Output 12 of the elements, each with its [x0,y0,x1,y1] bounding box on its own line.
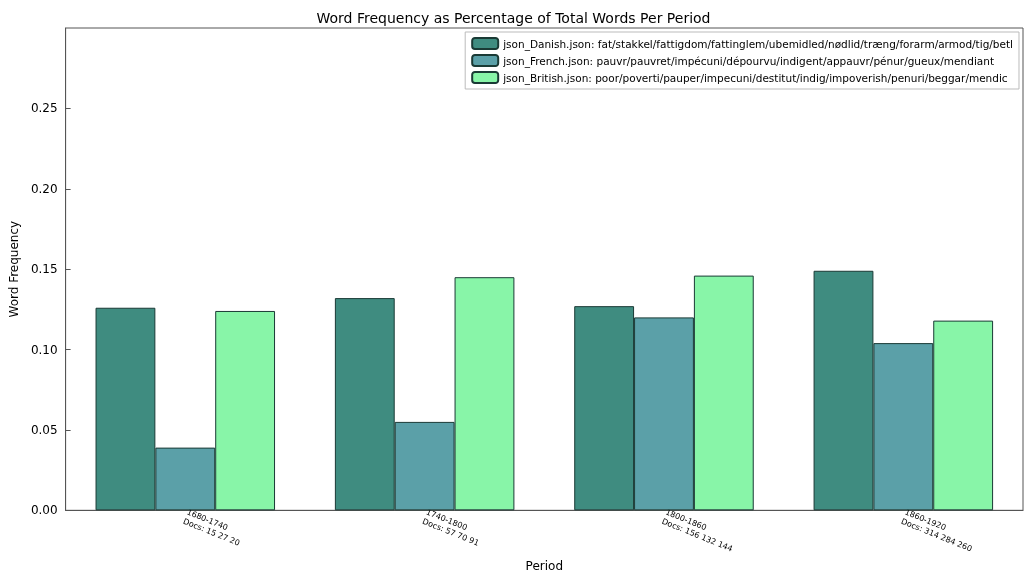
y-tick-label: 0.15 [30,262,58,277]
y-tick-label: 0.00 [30,503,58,518]
y-tick-label: 0.05 [30,422,58,437]
legend-label: json_French.json: pauvr/pauvret/impécuni/dépourvu/indigent/appauvr/pénur/gueux/mendiant [502,54,994,68]
y-tick-label: 0.25 [30,101,58,116]
chart-title: Word Frequency as Percentage of Total Words Per Period [316,10,711,26]
legend-label: json_Danish.json: fat/stakkel/fattigdom/fattinglem/ubemidled/nødlid/træng/forarm/armod/tig/betl [502,37,1013,51]
legend-label: json_British.json: poor/poverti/pauper/impecuni/destitut/indig/impoverish/penuri/beggar/mendic [502,71,1008,85]
y-tick-label: 0.10 [30,342,58,357]
x-axis-title: Period [525,559,564,573]
y-tick-label: 0.20 [30,181,58,196]
y-axis-title: Word Frequency [7,220,21,318]
